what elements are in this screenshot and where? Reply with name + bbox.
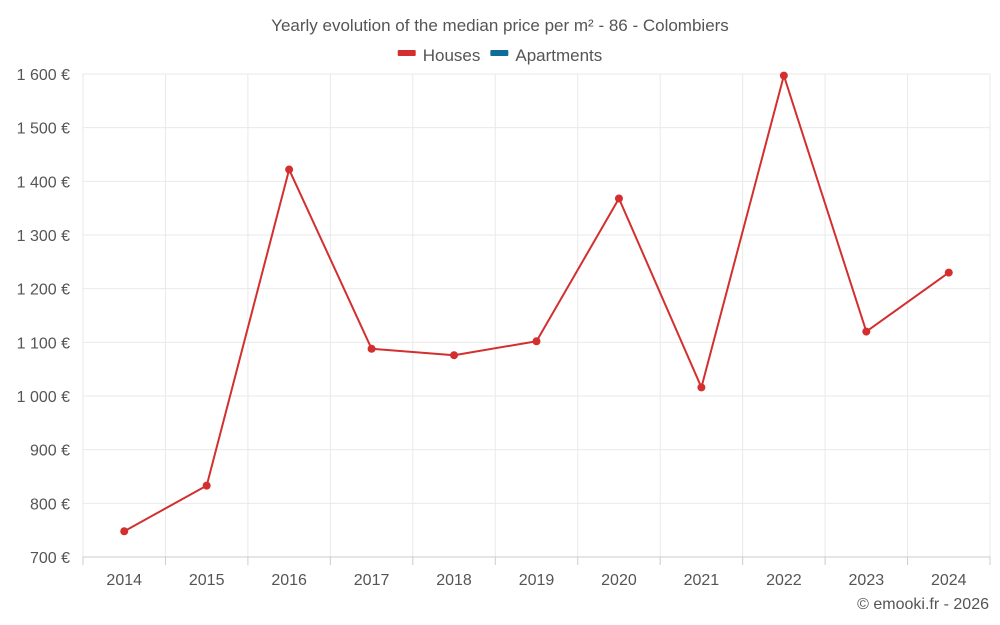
data-point[interactable]	[120, 527, 129, 536]
legend-swatch	[397, 50, 416, 56]
x-axis: 2014 2015 2016 2017 2018 2019 2020 2021 2022 2023…	[82, 556, 991, 589]
y-tick-label: 700 €	[30, 550, 70, 567]
chart-title: Yearly evolution of the median price per…	[271, 16, 729, 35]
x-tick-label: 2023	[849, 572, 885, 589]
chart-legend: Houses Apartments	[397, 46, 602, 65]
legend-item-apartments[interactable]: Apartments	[490, 46, 602, 65]
data-point[interactable]	[285, 165, 294, 174]
x-tick-label: 2020	[601, 572, 637, 589]
y-tick-label: 1 400 €	[17, 174, 70, 191]
x-tick-label: 2019	[519, 572, 555, 589]
x-tick-label: 2015	[189, 572, 225, 589]
y-tick-label: 1 300 €	[17, 228, 70, 245]
chart-grid	[82, 73, 991, 558]
data-point[interactable]	[450, 351, 459, 360]
data-point[interactable]	[614, 194, 623, 203]
data-point[interactable]	[532, 337, 541, 346]
chart-credit: © emooki.fr - 2026	[857, 596, 989, 613]
y-tick-label: 1 500 €	[17, 121, 70, 138]
data-point[interactable]	[944, 268, 953, 277]
x-tick-label: 2024	[931, 572, 967, 589]
legend-label: Houses	[423, 46, 481, 65]
y-tick-label: 1 200 €	[17, 282, 70, 299]
y-tick-label: 1 000 €	[17, 389, 70, 406]
plot-area	[120, 71, 953, 536]
x-tick-label: 2018	[436, 572, 472, 589]
data-point[interactable]	[202, 481, 211, 490]
y-tick-label: 1 100 €	[17, 335, 70, 352]
x-tick-label: 2022	[766, 572, 802, 589]
legend-swatch	[490, 50, 509, 56]
x-tick-label: 2017	[354, 572, 390, 589]
x-tick-label: 2014	[106, 572, 142, 589]
x-tick-label: 2016	[271, 572, 307, 589]
y-axis: 700 € 800 € 900 € 1 000 € 1 100 € 1 200 € 1 30…	[17, 67, 70, 567]
x-tick-label: 2021	[684, 572, 720, 589]
y-tick-label: 800 €	[30, 496, 70, 513]
data-point[interactable]	[367, 344, 376, 353]
y-tick-label: 900 €	[30, 443, 70, 460]
data-point[interactable]	[862, 327, 871, 336]
data-point[interactable]	[697, 383, 706, 392]
legend-item-houses[interactable]: Houses	[397, 46, 481, 65]
legend-label: Apartments	[515, 46, 602, 65]
data-point[interactable]	[779, 71, 788, 80]
y-tick-label: 1 600 €	[17, 67, 70, 84]
